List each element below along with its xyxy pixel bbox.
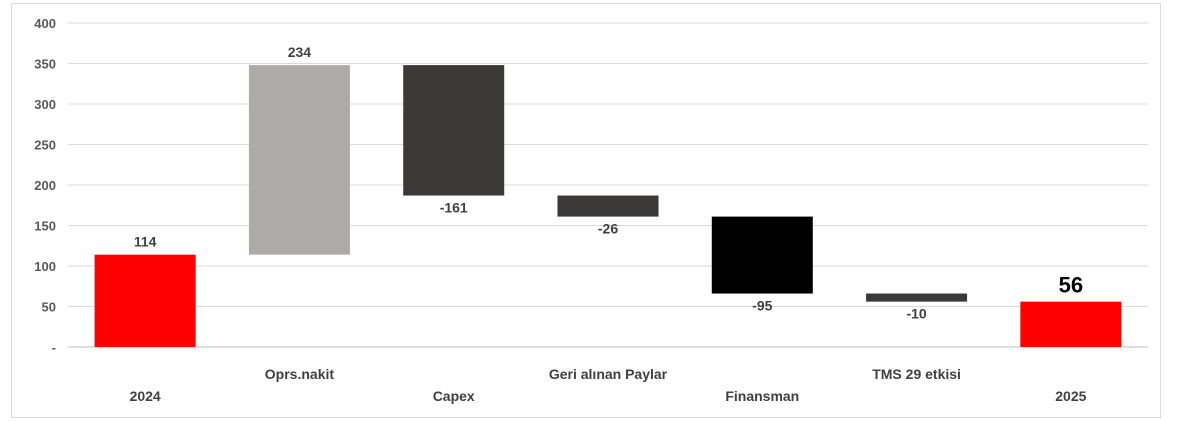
bar-capex [403,65,505,196]
data-label: -95 [752,298,772,314]
label-halo [1042,270,1099,298]
y-tick-label: 200 [34,178,56,193]
bar-geri-alınan-paylar [557,195,659,217]
y-tick-label: 250 [34,138,56,153]
bar-tms-29-etkisi [866,293,968,302]
bar-2025 [1020,301,1122,347]
y-tick-label: 400 [34,16,56,31]
data-label: -161 [440,200,468,216]
y-tick-label: 150 [34,219,56,234]
x-category-label: Oprs.nakit [265,366,335,382]
y-tick-label: - [52,340,56,355]
y-tick-label: 350 [34,57,56,72]
y-tick-label: 50 [42,300,56,315]
bar-finansman [711,216,813,294]
x-category-label: Geri alınan Paylar [549,366,668,382]
x-category-label: TMS 29 etkisi [872,366,961,382]
y-tick-label: 100 [34,259,56,274]
data-label: 56 [1059,273,1083,298]
x-category-label: 2025 [1055,388,1086,404]
x-category-label: Capex [433,388,475,404]
data-label: -26 [598,221,618,237]
x-category-label: 2024 [130,388,161,404]
bar-2024 [94,254,196,347]
data-label: -10 [906,306,926,322]
y-tick-label: 300 [34,97,56,112]
bar-oprs-nakit [248,65,350,255]
data-label: 114 [134,234,157,250]
data-label: 234 [288,44,312,60]
x-category-label: Finansman [725,388,799,404]
